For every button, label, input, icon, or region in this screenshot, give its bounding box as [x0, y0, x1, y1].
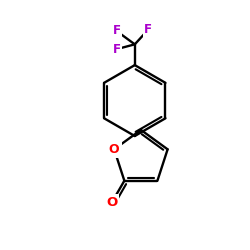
Text: O: O [109, 143, 120, 156]
Text: F: F [112, 24, 120, 38]
Text: F: F [144, 23, 152, 36]
Text: O: O [106, 196, 117, 209]
Text: F: F [112, 43, 120, 56]
